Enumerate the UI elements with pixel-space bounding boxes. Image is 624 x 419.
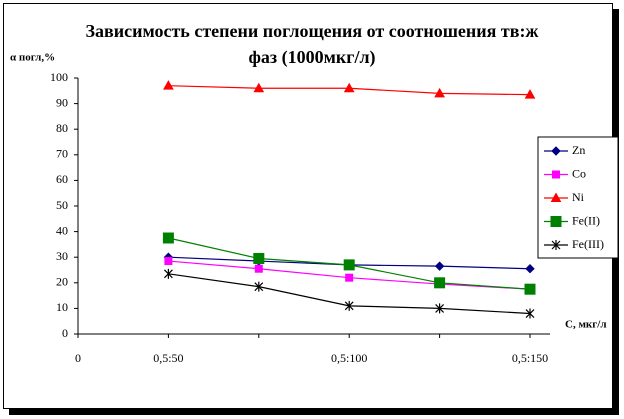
chart-title: Зависимость степени поглощения от соотно… bbox=[85, 21, 539, 67]
y-tick-label: 20 bbox=[56, 275, 68, 289]
y-tick-label: 10 bbox=[56, 300, 68, 314]
marker bbox=[253, 252, 265, 264]
marker bbox=[163, 268, 173, 279]
legend-label: Fe(III) bbox=[572, 237, 604, 251]
legend-label: Fe(II) bbox=[572, 213, 600, 227]
marker bbox=[524, 283, 536, 295]
marker bbox=[343, 259, 355, 271]
marker bbox=[551, 240, 561, 250]
y-tick-label: 50 bbox=[56, 198, 68, 212]
y-tick-label: 60 bbox=[56, 172, 68, 186]
x-tick-label: 0,5:50 bbox=[153, 351, 183, 365]
x-tick-label: 0,5:150 bbox=[512, 351, 548, 365]
x-axis-label: С, мкг/л bbox=[565, 319, 607, 331]
marker bbox=[434, 261, 445, 271]
y-tick-label: 0 bbox=[62, 326, 68, 340]
marker bbox=[551, 146, 561, 156]
legend-label: Co bbox=[572, 166, 586, 180]
y-axis-label: α погл,% bbox=[10, 52, 55, 64]
y-tick-label: 70 bbox=[56, 147, 68, 161]
marker bbox=[435, 303, 445, 314]
marker bbox=[550, 192, 562, 202]
y-tick-label: 30 bbox=[56, 249, 68, 263]
marker bbox=[163, 80, 174, 90]
marker bbox=[552, 170, 560, 179]
marker bbox=[524, 89, 536, 99]
legend-label: Zn bbox=[572, 143, 585, 157]
marker bbox=[253, 82, 265, 93]
marker bbox=[344, 300, 354, 311]
marker bbox=[343, 82, 355, 93]
legend-label: Ni bbox=[572, 190, 585, 204]
marker bbox=[162, 232, 174, 244]
y-tick-label: 40 bbox=[56, 223, 68, 237]
x-tick-label: 0,5:100 bbox=[331, 351, 367, 365]
y-tick-label: 90 bbox=[56, 95, 68, 109]
y-tick-label: 100 bbox=[50, 70, 68, 84]
y-tick-label: 80 bbox=[56, 121, 68, 135]
marker bbox=[525, 264, 535, 274]
marker bbox=[254, 264, 263, 273]
marker bbox=[164, 257, 173, 266]
marker bbox=[434, 87, 445, 98]
x-tick-label: 0 bbox=[75, 351, 81, 365]
marker bbox=[525, 308, 535, 319]
marker bbox=[254, 281, 264, 292]
marker bbox=[345, 273, 354, 282]
marker bbox=[434, 277, 446, 289]
marker bbox=[550, 216, 562, 227]
chart-frame bbox=[3, 3, 613, 409]
